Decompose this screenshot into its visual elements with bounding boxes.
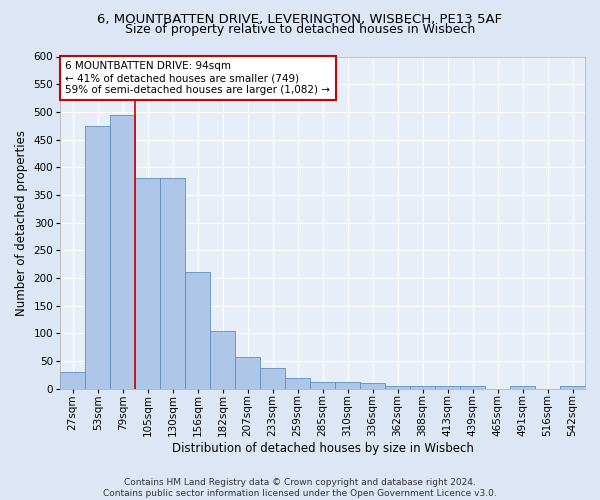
Bar [285,378,310,389]
X-axis label: Distribution of detached houses by size in Wisbech: Distribution of detached houses by size … [172,442,473,455]
Bar [160,178,185,389]
Bar [210,330,235,389]
Bar [410,386,435,389]
Bar [260,368,285,389]
Bar [110,114,135,389]
Bar [385,386,410,389]
Bar [85,126,110,389]
Bar [185,272,210,389]
Bar [235,357,260,389]
Text: Size of property relative to detached houses in Wisbech: Size of property relative to detached ho… [125,24,475,36]
Text: 6, MOUNTBATTEN DRIVE, LEVERINGTON, WISBECH, PE13 5AF: 6, MOUNTBATTEN DRIVE, LEVERINGTON, WISBE… [97,12,503,26]
Bar [560,386,585,389]
Bar [360,383,385,389]
Bar [135,178,160,389]
Bar [335,382,360,389]
Bar [460,386,485,389]
Bar [60,372,85,389]
Bar [310,382,335,389]
Y-axis label: Number of detached properties: Number of detached properties [15,130,28,316]
Bar [435,386,460,389]
Text: 6 MOUNTBATTEN DRIVE: 94sqm
← 41% of detached houses are smaller (749)
59% of sem: 6 MOUNTBATTEN DRIVE: 94sqm ← 41% of deta… [65,62,331,94]
Text: Contains HM Land Registry data © Crown copyright and database right 2024.
Contai: Contains HM Land Registry data © Crown c… [103,478,497,498]
Bar [510,386,535,389]
